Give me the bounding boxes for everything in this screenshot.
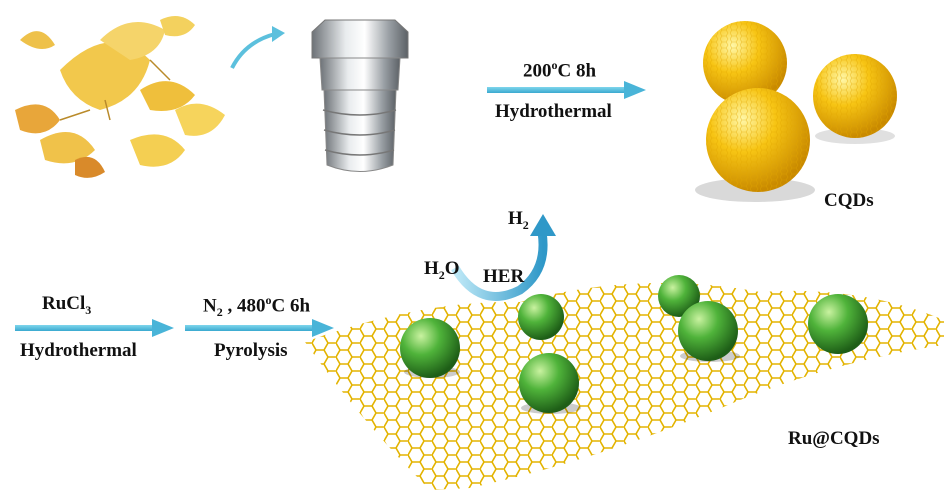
h2o-label: H2O — [424, 258, 460, 282]
arrow-head-icon — [272, 26, 285, 42]
autoclave-reactor-illustration — [311, 19, 409, 172]
ginkgo-leaves-illustration — [15, 16, 225, 178]
her-curved-arrow — [451, 231, 548, 301]
product-label: Ru@CQDs — [788, 428, 880, 449]
h2-label: H2 — [508, 208, 529, 232]
step1-conditions: 200oC 8h — [523, 58, 597, 82]
step2-reagent: RuCl3 — [42, 293, 92, 317]
step3-arrow — [185, 325, 315, 331]
step1-arrow-head-icon — [624, 81, 646, 99]
step2-arrow — [15, 325, 155, 331]
step2-method: Hydrothermal — [20, 340, 137, 361]
ru-nanoparticles-illustration — [400, 275, 868, 414]
step2-arrow-head-icon — [152, 319, 174, 337]
step1-arrow — [487, 87, 627, 93]
her-label: HER — [483, 266, 525, 287]
step3-method: Pyrolysis — [214, 340, 288, 361]
graphene-lattice-sheet — [305, 283, 944, 490]
step3-conditions: N2 , 480oC 6h — [203, 293, 311, 320]
step3-arrow-head-icon — [312, 319, 334, 337]
curved-arrow-icon — [230, 32, 276, 69]
step1-method: Hydrothermal — [495, 101, 612, 122]
her-arrow-head-icon — [530, 214, 556, 236]
cqd-spheres-illustration — [695, 21, 897, 202]
cqds-label: CQDs — [824, 190, 874, 211]
